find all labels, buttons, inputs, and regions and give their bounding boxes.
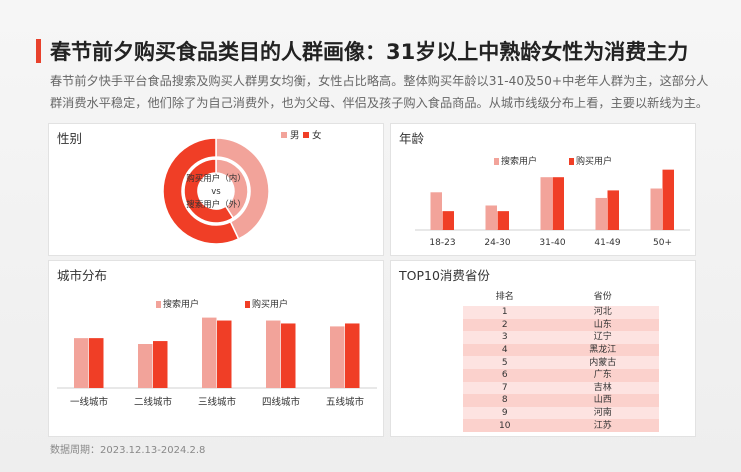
gender-outer-slice-1 (162, 137, 240, 245)
rank-cell: 10 (463, 419, 547, 432)
age-bar-purchase (442, 211, 454, 230)
city-bar-purchase (345, 323, 360, 388)
age-bar-search (430, 192, 442, 230)
age-panel: 年龄 18-23 24-30 31-40 41-49 50+ 搜索用户 购买用户 (390, 123, 696, 256)
top10-table: 排名 省份 1 河北 2 山东 3 辽宁 4 黑龙江 5 内蒙古 6 广东 7 吉林 8 山西 9 河南 10 江苏 (463, 284, 659, 432)
title-accent-bar (36, 39, 41, 63)
province-cell: 河北 (546, 306, 659, 319)
gender-center-label: vs (211, 187, 221, 197)
city-panel: 城市分布 一线城市 二线城市 三线城市 四线城市 五线城市 搜索用户 购买用户 (48, 260, 384, 437)
gender-outer-slice-0 (215, 137, 270, 240)
age-bar-search (650, 188, 662, 230)
table-row: 2 山东 (463, 318, 659, 332)
age-bar-search (540, 177, 552, 230)
city-category-label: 三线城市 (198, 396, 237, 408)
rank-cell: 8 (463, 394, 547, 407)
gender-legend-label: 男 (290, 131, 300, 142)
city-category-label: 一线城市 (70, 396, 109, 408)
age-panel-title: 年龄 (399, 131, 425, 146)
province-cell: 河南 (546, 406, 659, 420)
province-cell: 黑龙江 (546, 343, 659, 357)
table-row: 10 江苏 (463, 419, 659, 432)
city-legend-label: 搜索用户 (163, 298, 199, 310)
gender-legend-swatch (303, 132, 309, 138)
city-legend-swatch (156, 301, 161, 308)
gender-donut-chart: 购买用户（内） vs 搜索用户（外） 男 女 (162, 130, 322, 245)
province-cell: 内蒙古 (546, 356, 659, 369)
table-row: 8 山西 (463, 394, 659, 407)
age-legend-swatch (494, 158, 499, 165)
city-bar-search (202, 317, 217, 388)
city-category-label: 五线城市 (326, 396, 365, 408)
gender-center-label: 购买用户（内） (186, 173, 246, 184)
age-bar-purchase (497, 211, 509, 230)
age-legend-label: 搜索用户 (501, 155, 537, 167)
rank-cell: 6 (463, 368, 547, 382)
page-description: 春节前夕快手平台食品搜索及购买人群男女均衡，女性占比略高。整体购买年龄以31-4… (50, 74, 709, 110)
age-bar-search (485, 205, 497, 230)
age-legend-label: 购买用户 (576, 155, 612, 167)
age-category-label: 18-23 (429, 238, 455, 248)
page-title: 春节前夕购买食品类目的人群画像：31岁以上中熟龄女性为消费主力 (50, 40, 689, 64)
city-bar-purchase (217, 320, 232, 388)
age-bar-purchase (607, 190, 619, 230)
province-cell: 辽宁 (546, 331, 659, 344)
city-bar-chart: 一线城市 二线城市 三线城市 四线城市 五线城市 搜索用户 购买用户 (57, 298, 377, 408)
city-legend-swatch (245, 301, 250, 308)
rank-cell: 3 (463, 331, 547, 344)
city-bar-purchase (281, 323, 296, 388)
age-bar-purchase (552, 177, 564, 230)
age-bar-purchase (662, 169, 674, 230)
table-row: 7 吉林 (463, 381, 659, 395)
gender-legend-label: 女 (312, 130, 322, 142)
rank-cell: 1 (463, 306, 547, 319)
age-category-label: 31-40 (539, 238, 565, 248)
age-category-label: 24-30 (484, 238, 510, 248)
city-panel-title: 城市分布 (57, 268, 108, 283)
rank-column-header: 排名 (463, 284, 547, 306)
province-cell: 吉林 (546, 381, 659, 395)
table-row: 9 河南 (463, 406, 659, 420)
table-row: 3 辽宁 (463, 331, 659, 344)
gender-center-label: 搜索用户（外） (186, 199, 246, 210)
city-category-label: 四线城市 (262, 396, 301, 408)
province-column-header: 省份 (546, 284, 659, 306)
city-bar-search (330, 326, 345, 388)
gender-legend-swatch (281, 132, 287, 138)
age-category-label: 50+ (653, 238, 672, 248)
rank-cell: 4 (463, 343, 547, 357)
age-category-label: 41-49 (594, 238, 620, 248)
gender-panel-title: 性别 (57, 131, 83, 146)
province-cell: 山西 (546, 394, 659, 407)
city-category-label: 二线城市 (134, 396, 173, 408)
gender-panel: 性别 购买用户（内） vs 搜索用户（外） 男 女 (48, 123, 384, 256)
city-bar-search (74, 338, 89, 388)
rank-cell: 2 (463, 318, 547, 332)
city-legend-label: 购买用户 (252, 298, 288, 310)
city-bar-search (266, 320, 281, 388)
age-bar-chart: 18-23 24-30 31-40 41-49 50+ 搜索用户 购买用户 (415, 155, 690, 248)
city-bar-search (138, 344, 153, 388)
city-bar-purchase (89, 338, 104, 388)
table-row: 6 广东 (463, 368, 659, 382)
top10-panel-title: TOP10消费省份 (399, 268, 490, 283)
province-cell: 广东 (546, 368, 659, 382)
table-row: 4 黑龙江 (463, 343, 659, 357)
top10-panel: TOP10消费省份 排名 省份 1 河北 2 山东 3 辽宁 4 黑龙江 5 内蒙古 6 广东 7 吉林 8… (390, 260, 696, 437)
rank-cell: 7 (463, 381, 547, 395)
table-row: 1 河北 (463, 306, 659, 319)
age-legend-swatch (569, 158, 574, 165)
rank-cell: 9 (463, 406, 547, 420)
city-bar-purchase (153, 341, 168, 388)
province-cell: 江苏 (546, 419, 659, 432)
gender-inner-slice-1 (183, 158, 235, 224)
province-cell: 山东 (546, 318, 659, 332)
age-bar-search (595, 197, 607, 230)
table-row: 5 内蒙古 (463, 356, 659, 369)
rank-cell: 5 (463, 356, 547, 369)
data-period-footer: 数据周期：2023.12.13-2024.2.8 (50, 445, 206, 456)
